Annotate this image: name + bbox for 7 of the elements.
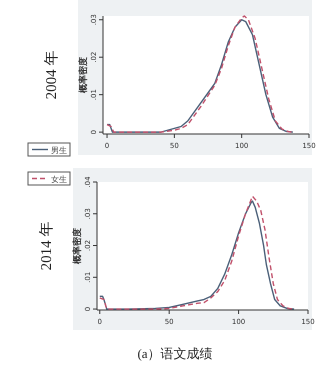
legend-label: 女生 <box>51 175 67 184</box>
legend-label: 男生 <box>51 146 67 155</box>
y-axis-title: 概率密度 <box>78 57 89 94</box>
text: 2004 年 <box>43 50 60 100</box>
text: (a）语文成绩 <box>137 346 213 361</box>
text: 2014 年 <box>38 222 55 270</box>
y-axis-title: 概率密度 <box>72 228 83 265</box>
